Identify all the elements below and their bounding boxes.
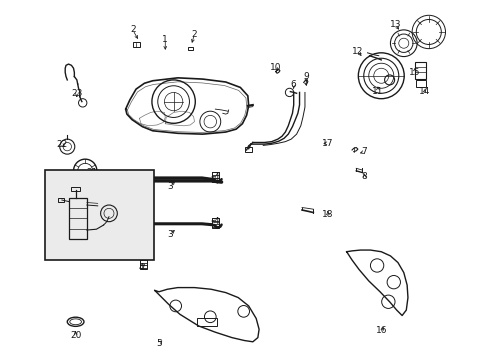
Text: 22: 22 [56, 140, 67, 149]
Bar [414, 62, 426, 79]
Text: 6: 6 [290, 80, 296, 89]
Text: 4: 4 [138, 235, 143, 244]
Bar [69, 198, 87, 239]
Text: 27: 27 [97, 226, 108, 235]
Text: 7: 7 [361, 147, 366, 156]
Text: 2: 2 [130, 26, 135, 35]
Text: 4: 4 [213, 217, 219, 226]
Text: 4: 4 [213, 174, 219, 183]
Text: 1: 1 [162, 35, 168, 44]
Text: 19: 19 [129, 176, 141, 185]
Text: 20: 20 [70, 330, 81, 339]
Bar [188, 46, 193, 50]
Bar [58, 198, 64, 202]
Text: 2: 2 [191, 30, 197, 39]
Bar [71, 187, 80, 191]
Bar [140, 229, 147, 239]
Text: 5: 5 [156, 339, 162, 348]
Text: 24: 24 [49, 243, 61, 252]
Text: 25: 25 [50, 193, 61, 202]
Text: 23: 23 [71, 89, 82, 98]
Text: 3: 3 [167, 230, 173, 239]
Text: 14: 14 [418, 87, 429, 96]
Bar [140, 259, 147, 269]
Bar [211, 172, 219, 182]
Bar [415, 80, 426, 87]
Text: 4: 4 [138, 263, 143, 272]
Text: 17: 17 [322, 139, 333, 148]
Text: 9: 9 [303, 72, 308, 81]
Bar [45, 170, 154, 260]
Text: 16: 16 [376, 327, 387, 336]
Text: 15: 15 [408, 68, 420, 77]
Bar [196, 318, 216, 326]
Text: 12: 12 [351, 47, 363, 56]
Text: 21: 21 [86, 168, 98, 177]
Text: 26: 26 [104, 194, 116, 203]
Text: 18: 18 [322, 210, 333, 219]
Bar [245, 148, 251, 152]
Text: 10: 10 [269, 63, 281, 72]
Text: 11: 11 [371, 87, 383, 96]
Text: 8: 8 [361, 172, 366, 181]
Bar [211, 217, 219, 228]
Text: 3: 3 [167, 182, 173, 191]
Bar [132, 42, 140, 46]
Text: 13: 13 [389, 21, 400, 30]
